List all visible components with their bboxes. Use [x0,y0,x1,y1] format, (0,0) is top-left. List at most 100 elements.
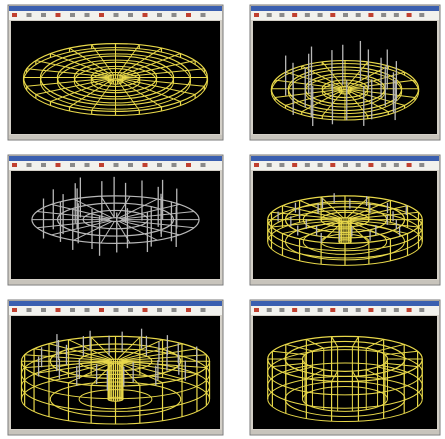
toolbar-icon [292,308,298,312]
spoke [26,77,109,87]
spoke [349,220,408,235]
spoke [122,361,207,369]
toolbar-icon [406,308,412,312]
spoke [366,338,384,349]
toolbar-icon [171,163,177,167]
toolbar-icon [26,308,32,312]
spoke [69,79,113,108]
wireframe [267,193,423,266]
spoke [73,220,113,241]
title-bar [9,301,222,306]
spoke [285,71,341,88]
status-bar [251,135,439,139]
toolbar-icon [292,13,298,17]
spoke [33,348,110,361]
spoke [91,44,115,76]
spoke [26,68,109,78]
spoke [68,362,112,384]
toolbar-icon [12,13,17,17]
toolbar-icon [41,13,46,17]
toolbar-icon [70,308,75,312]
spoke [122,68,205,78]
status-bar [251,430,439,434]
spoke [100,221,115,244]
toolbar-icon [317,163,323,167]
wireframe [270,40,420,127]
spoke [321,61,344,87]
spoke [35,60,110,77]
toolbar-icon [343,163,348,167]
toolbar-icon [406,13,412,17]
toolbar-icon [41,308,46,312]
toolbar-icon [355,163,361,167]
toolbar-icon [368,163,374,167]
app-window [249,4,441,141]
toolbar-icon [128,13,133,17]
spoke [121,60,196,77]
toolbar-icon [55,163,61,167]
spoke [120,362,183,380]
toolbar-icon [254,13,259,17]
status-bar [9,430,222,434]
toolbar-icon [55,308,61,312]
toolbar-icon [304,308,310,312]
spoke [274,89,340,99]
toolbar-icon [279,308,285,312]
toolbar-icon [317,308,323,312]
spoke [272,362,306,368]
toolbar-icon [406,163,412,167]
spoke [366,369,384,379]
spoke [384,362,418,368]
spoke [350,89,416,99]
toolbar-icon [84,308,90,312]
toolbar-icon [99,13,104,17]
spoke [350,79,416,89]
app-window [7,299,224,436]
toolbar-icon [330,163,336,167]
spoke [119,339,163,360]
spoke [272,350,306,356]
spoke [35,78,110,95]
app-window [7,4,224,141]
toolbar-icon [419,13,425,17]
spoke [320,196,344,219]
toolbar-icon [70,13,75,17]
spoke [306,369,324,379]
toolbar-icon [157,13,162,17]
toolbar-icon [254,163,259,167]
toolbar-icon [113,163,119,167]
toolbar-icon [186,13,191,17]
toolbar-icon [381,13,387,17]
toolbar-icon [171,308,177,312]
wireframe [31,176,200,256]
toolbar-icon [330,13,336,17]
spoke [351,336,359,347]
spoke [351,370,359,382]
spoke [48,343,111,361]
status-bar [9,280,222,284]
spoke [377,366,405,374]
spoke [120,203,180,219]
spoke [331,370,339,382]
toolbar-icon [330,308,336,312]
spoke [118,47,162,76]
spoke [51,220,111,236]
toolbar-icon [279,163,285,167]
app-window [249,299,441,436]
spoke [306,338,324,349]
wireframe [22,42,209,116]
toolbar-icon [55,13,61,17]
spoke [120,53,181,77]
spoke [384,350,418,356]
spoke [120,220,180,236]
toolbar-icon [266,13,272,17]
toolbar-icon [12,308,17,312]
toolbar-icon [266,308,272,312]
toolbar-icon [381,308,387,312]
spoke [120,343,183,361]
spoke [349,205,408,219]
spoke [346,61,369,87]
spoke [120,78,181,102]
toolbar-icon [84,13,90,17]
spoke [100,195,115,218]
